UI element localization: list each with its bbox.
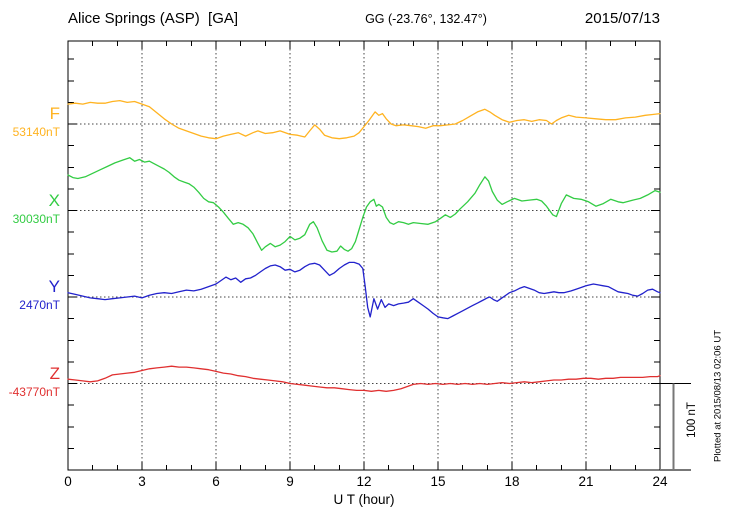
trace-F (67, 99, 661, 140)
trace-baseline-value-F: 53140nT (12, 125, 60, 139)
x-axis-tick-label: 21 (578, 474, 594, 489)
trace-X (67, 157, 661, 253)
trace-baseline-value-Y: 2470nT (19, 298, 60, 312)
x-axis-tick-label: 6 (212, 474, 220, 489)
x-axis-title: U T (hour) (333, 492, 395, 507)
trace-label-Z: Z -43770nT (2, 365, 60, 398)
trace-Z (67, 365, 661, 392)
station-title: Alice Springs (ASP) [GA] (68, 10, 239, 27)
plot-frame (67, 40, 661, 471)
trace-label-Y: Y 2470nT (2, 278, 60, 311)
x-axis-tick-label: 12 (356, 474, 372, 489)
x-axis-tick-label: 3 (138, 474, 146, 489)
trace-baseline-value-Z: -43770nT (8, 384, 60, 399)
geographic-coords: GG (-23.76°, 132.47°) (365, 12, 487, 26)
x-axis-tick-label: 15 (430, 474, 446, 489)
trace-label-F: F 53140nT (2, 105, 60, 138)
x-axis-tick-label: 24 (652, 474, 668, 489)
x-axis-tick-label: 18 (504, 474, 520, 489)
plot-date: 2015/07/13 (584, 10, 660, 27)
trace-Y (67, 261, 661, 320)
trace-baseline-value-X: 30030nT (12, 211, 60, 226)
scale-bar-label: 100 nT (686, 402, 698, 438)
plot-timestamp-note: Plotted at 2015/08/13 02:06 UT (712, 329, 724, 463)
x-axis-tick-label: 0 (64, 474, 72, 489)
trace-letter-Y: Y (48, 277, 60, 296)
trace-letter-F: F (49, 104, 60, 123)
x-axis-tick-label: 9 (286, 474, 294, 489)
trace-label-X: X 30030nT (2, 192, 60, 225)
trace-letter-X: X (48, 190, 60, 210)
trace-letter-Z: Z (49, 363, 60, 383)
